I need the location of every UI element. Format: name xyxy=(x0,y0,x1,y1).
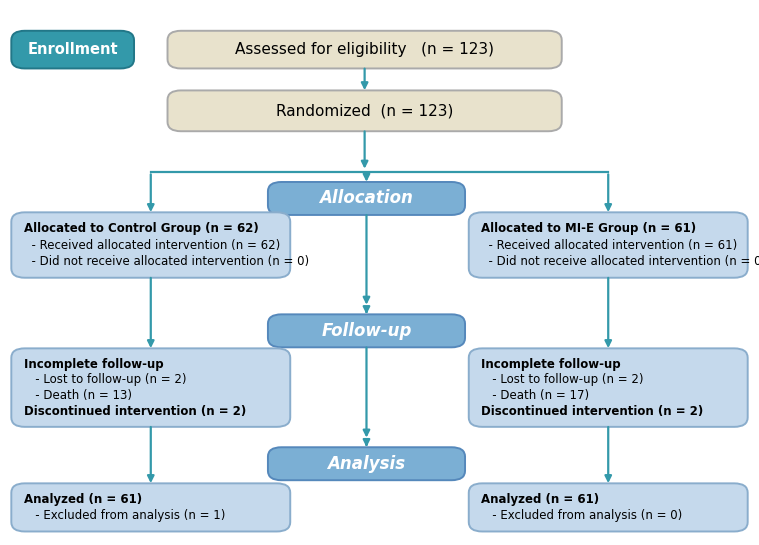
FancyBboxPatch shape xyxy=(469,483,748,531)
FancyBboxPatch shape xyxy=(268,314,465,347)
Text: Analyzed (n = 61): Analyzed (n = 61) xyxy=(481,493,600,506)
FancyBboxPatch shape xyxy=(11,213,290,278)
FancyBboxPatch shape xyxy=(268,447,465,480)
Text: - Excluded from analysis (n = 1): - Excluded from analysis (n = 1) xyxy=(24,509,225,522)
Text: Enrollment: Enrollment xyxy=(27,42,118,57)
Text: - Received allocated intervention (n = 62): - Received allocated intervention (n = 6… xyxy=(24,239,280,252)
Text: Randomized  (n = 123): Randomized (n = 123) xyxy=(276,104,453,118)
Text: Allocation: Allocation xyxy=(320,190,414,208)
FancyBboxPatch shape xyxy=(469,348,748,427)
Text: Discontinued intervention (n = 2): Discontinued intervention (n = 2) xyxy=(481,404,704,417)
FancyBboxPatch shape xyxy=(11,483,290,531)
Text: Follow-up: Follow-up xyxy=(321,322,411,340)
Text: Incomplete follow-up: Incomplete follow-up xyxy=(481,358,621,371)
Text: Analysis: Analysis xyxy=(327,455,405,473)
Text: Analyzed (n = 61): Analyzed (n = 61) xyxy=(24,493,142,506)
Text: Incomplete follow-up: Incomplete follow-up xyxy=(24,358,164,371)
Text: - Lost to follow-up (n = 2): - Lost to follow-up (n = 2) xyxy=(481,373,644,386)
Text: - Received allocated intervention (n = 61): - Received allocated intervention (n = 6… xyxy=(481,239,738,252)
Text: Allocated to Control Group (n = 62): Allocated to Control Group (n = 62) xyxy=(24,222,259,235)
FancyBboxPatch shape xyxy=(11,348,290,427)
Text: Discontinued intervention (n = 2): Discontinued intervention (n = 2) xyxy=(24,404,246,417)
Text: - Did not receive allocated intervention (n = 0): - Did not receive allocated intervention… xyxy=(24,255,309,268)
Text: - Excluded from analysis (n = 0): - Excluded from analysis (n = 0) xyxy=(481,509,682,522)
Text: - Death (n = 13): - Death (n = 13) xyxy=(24,389,132,402)
FancyBboxPatch shape xyxy=(11,31,134,69)
Text: Assessed for eligibility   (n = 123): Assessed for eligibility (n = 123) xyxy=(235,42,494,57)
Text: Allocated to MI-E Group (n = 61): Allocated to MI-E Group (n = 61) xyxy=(481,222,697,235)
Text: - Did not receive allocated intervention (n = 0): - Did not receive allocated intervention… xyxy=(481,255,759,268)
Text: - Lost to follow-up (n = 2): - Lost to follow-up (n = 2) xyxy=(24,373,187,386)
FancyBboxPatch shape xyxy=(168,90,562,131)
FancyBboxPatch shape xyxy=(469,213,748,278)
FancyBboxPatch shape xyxy=(168,31,562,69)
FancyBboxPatch shape xyxy=(268,182,465,215)
Text: - Death (n = 17): - Death (n = 17) xyxy=(481,389,590,402)
